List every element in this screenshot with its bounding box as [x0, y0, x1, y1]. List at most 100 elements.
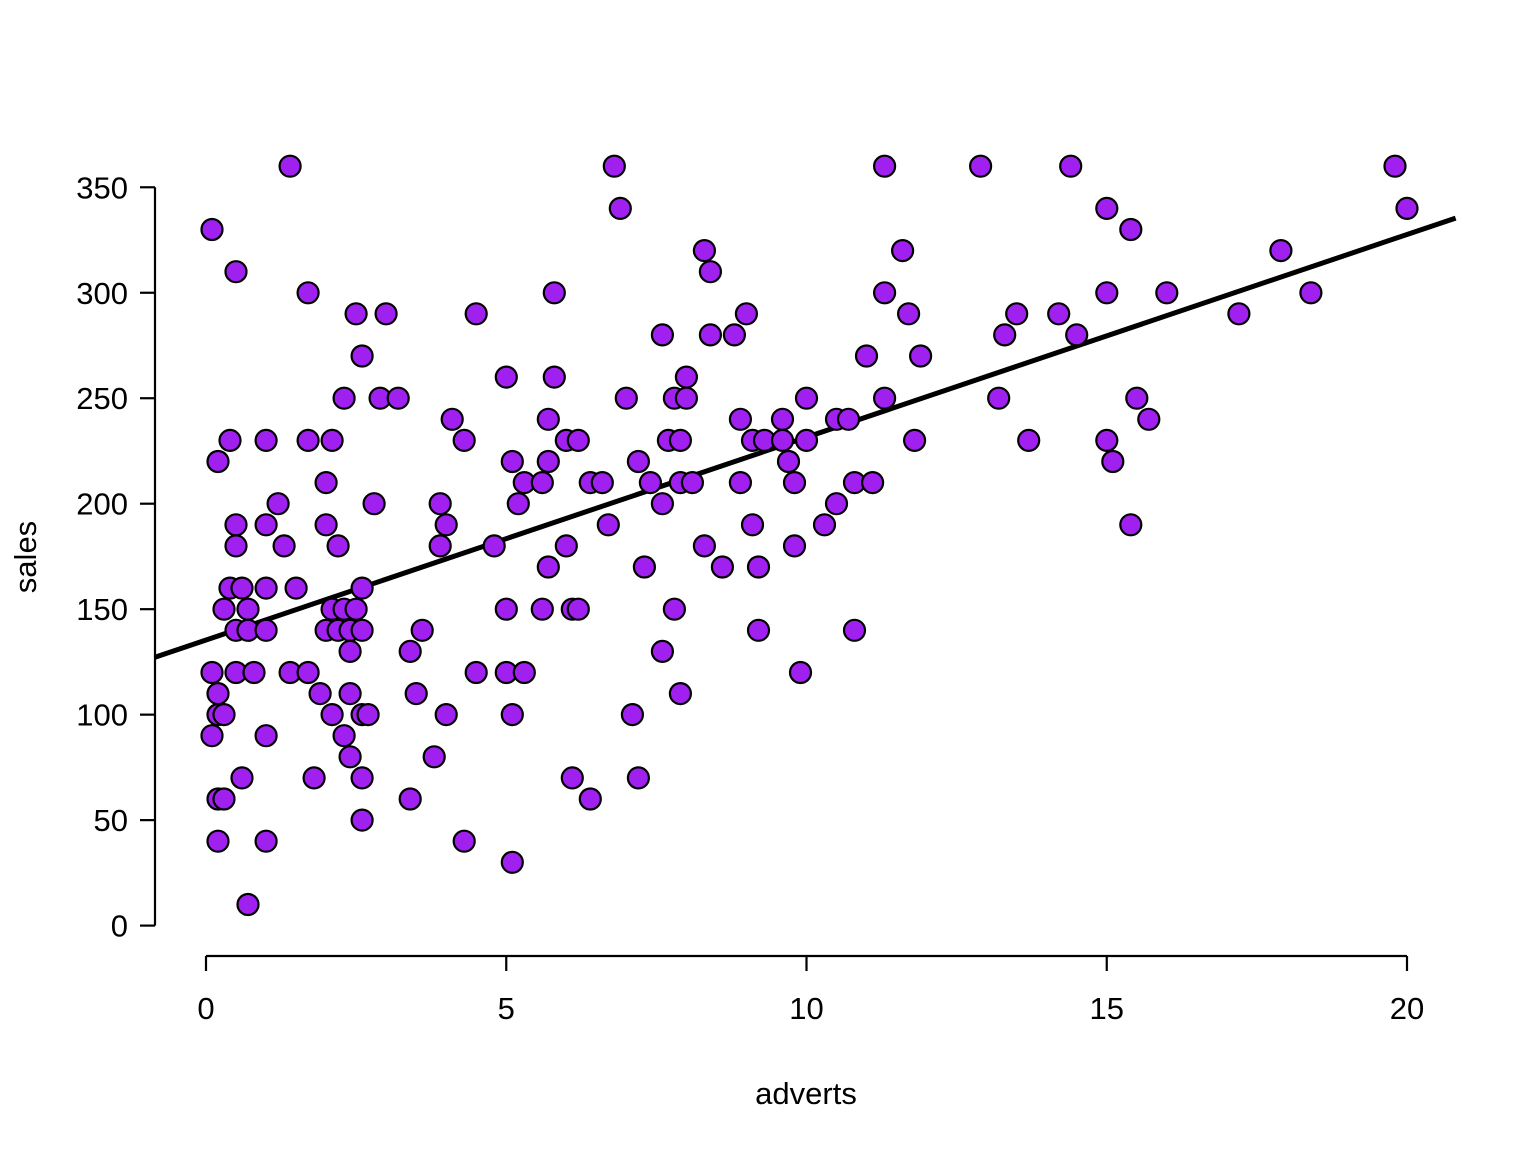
data-point [296, 428, 320, 452]
data-point [782, 534, 807, 558]
data-point [1269, 239, 1293, 263]
data-point [692, 239, 717, 263]
data-point [770, 407, 795, 431]
data-point [1101, 449, 1125, 474]
data-point [506, 492, 530, 516]
data-point [542, 281, 566, 305]
data-point [500, 702, 524, 727]
y-tick-label: 50 [94, 803, 128, 838]
y-tick-label: 200 [76, 487, 128, 522]
data-point [242, 660, 266, 685]
data-point [674, 365, 699, 389]
data-point [554, 534, 578, 558]
data-point [428, 492, 452, 516]
data-point [356, 702, 380, 727]
data-point [350, 808, 374, 832]
data-point [1047, 302, 1071, 326]
data-point [1137, 407, 1161, 431]
data-point [692, 534, 717, 558]
data-point [314, 471, 338, 495]
data-point [1119, 217, 1143, 242]
y-tick-label: 300 [76, 276, 128, 311]
x-tick-label: 0 [197, 991, 214, 1026]
data-point [278, 154, 302, 178]
data-point [746, 555, 771, 579]
y-tick-label: 350 [76, 170, 128, 205]
data-point [728, 407, 753, 431]
data-point [206, 449, 230, 474]
data-point [404, 681, 428, 706]
data-point [602, 154, 626, 178]
data-point [638, 471, 663, 495]
x-tick-label: 5 [498, 991, 515, 1026]
data-point [650, 492, 675, 516]
data-point [344, 597, 368, 621]
data-point [530, 597, 554, 621]
data-point [434, 702, 458, 727]
data-point [254, 576, 278, 600]
data-point [464, 660, 488, 685]
data-point [626, 766, 651, 790]
data-point [272, 534, 296, 558]
data-point [1125, 386, 1149, 410]
data-point [254, 724, 278, 748]
data-point [350, 766, 374, 790]
points-group [200, 154, 1419, 917]
data-point [1005, 302, 1029, 326]
data-point [494, 365, 518, 389]
data-point [740, 513, 765, 537]
data-point [650, 323, 675, 347]
data-point [362, 492, 386, 516]
data-point [1017, 428, 1041, 452]
data-point [812, 513, 837, 537]
data-point [338, 681, 362, 706]
data-point [698, 260, 723, 284]
data-point [908, 344, 933, 368]
data-point [1119, 513, 1143, 537]
data-point [596, 513, 620, 537]
data-point [1299, 281, 1323, 305]
data-point [710, 555, 735, 579]
data-point [536, 449, 560, 474]
data-point [224, 534, 248, 558]
data-point [722, 323, 747, 347]
data-point [386, 386, 410, 410]
data-point [1227, 302, 1251, 326]
data-point [440, 407, 464, 431]
data-point [836, 407, 861, 431]
data-point [620, 702, 645, 727]
data-point [668, 428, 693, 452]
data-point [206, 681, 230, 706]
data-point [206, 829, 230, 853]
y-tick-label: 0 [111, 909, 128, 944]
data-point [872, 281, 897, 305]
data-point [987, 386, 1011, 410]
data-point [560, 766, 584, 790]
data-point [1095, 281, 1119, 305]
data-point [320, 428, 344, 452]
data-point [482, 534, 506, 558]
data-point [302, 766, 326, 790]
data-point [536, 407, 560, 431]
data-point [434, 513, 458, 537]
data-point [398, 639, 422, 664]
data-point [200, 660, 224, 685]
data-point [566, 428, 590, 452]
data-point [794, 386, 819, 410]
data-point [1095, 196, 1119, 220]
data-point [578, 787, 602, 811]
data-point [230, 766, 254, 790]
data-point [728, 471, 753, 495]
data-point [632, 555, 657, 579]
data-point [1065, 323, 1089, 347]
data-point [308, 681, 332, 706]
data-point [608, 196, 632, 220]
data-point [854, 344, 879, 368]
data-point [500, 850, 524, 874]
x-tick-label: 20 [1390, 991, 1424, 1026]
data-point [530, 471, 554, 495]
data-point [320, 702, 344, 727]
data-point [902, 428, 927, 452]
